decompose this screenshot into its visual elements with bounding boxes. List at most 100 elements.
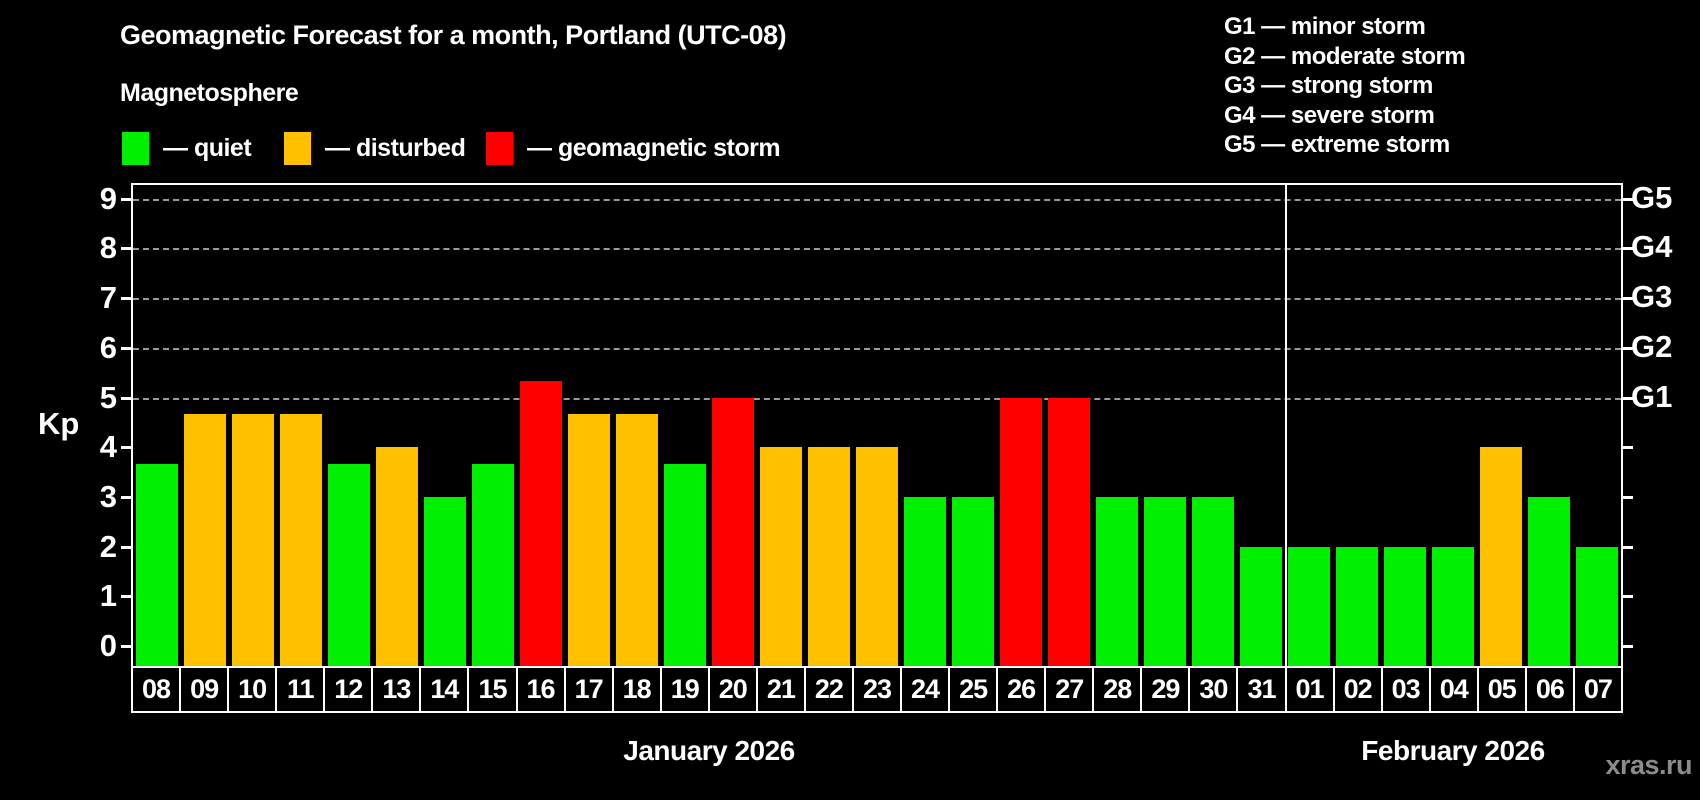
- g1-legend-line: G1 — minor storm: [1224, 13, 1426, 40]
- day-label-26: 26: [998, 668, 1047, 711]
- kp-bar-day-21: [760, 447, 802, 666]
- kp-bar-day-08: [136, 463, 178, 666]
- left-tick-kp7: [121, 297, 131, 301]
- kp-bar-day-03: [1384, 546, 1426, 666]
- g-tick-label-g1: G1: [1631, 378, 1673, 414]
- legend-quiet-label: — quiet: [163, 133, 252, 162]
- left-tick-kp4: [121, 446, 131, 450]
- kp-bar-day-06: [1528, 496, 1570, 666]
- right-tick-kp0: [1623, 645, 1633, 648]
- kp-bar-day-25: [952, 496, 994, 666]
- kp-bar-day-31: [1240, 546, 1282, 666]
- left-tick-kp6: [121, 346, 131, 350]
- g-tick-label-g2: G2: [1631, 328, 1673, 364]
- kp-bar-day-01: [1288, 546, 1330, 666]
- day-label-16: 16: [518, 668, 566, 711]
- day-label-22: 22: [806, 668, 854, 711]
- kp-bar-day-16: [520, 381, 562, 666]
- day-label-24: 24: [902, 668, 951, 711]
- g4-legend-line: G4 — severe storm: [1224, 101, 1435, 129]
- left-tick-kp2: [121, 545, 131, 549]
- g-tick-label-g4: G4: [1631, 229, 1673, 265]
- day-label-20: 20: [710, 668, 758, 711]
- day-label-23: 23: [854, 668, 902, 711]
- right-tick-kp6: [1623, 346, 1633, 350]
- y-tick-label-3: 3: [99, 478, 117, 514]
- y-tick-label-2: 2: [99, 528, 117, 564]
- right-tick-kp9: [1623, 197, 1633, 201]
- watermark: xras.ru: [1605, 750, 1692, 780]
- day-label-28: 28: [1094, 668, 1143, 711]
- right-tick-kp4: [1623, 446, 1633, 450]
- month-label-february: February 2026: [1361, 735, 1545, 766]
- kp-bar-day-15: [472, 463, 514, 666]
- gridline-kp5: [133, 397, 1621, 400]
- day-label-10: 10: [229, 668, 278, 711]
- legend-item-disturbed: — disturbed: [284, 131, 466, 165]
- day-label-08: 08: [133, 668, 182, 711]
- y-tick-label-5: 5: [99, 379, 117, 415]
- quiet-color-swatch: [122, 131, 149, 165]
- kp-bar-day-13: [376, 447, 418, 666]
- kp-bar-day-05: [1480, 447, 1522, 666]
- legend-item-quiet: — quiet: [122, 131, 252, 165]
- kp-bar-day-11: [280, 413, 322, 666]
- storm-color-swatch: [486, 131, 513, 165]
- left-tick-kp9: [121, 197, 131, 201]
- day-label-30: 30: [1190, 668, 1239, 711]
- right-tick-kp8: [1623, 247, 1633, 251]
- kp-bar-day-18: [616, 413, 658, 666]
- left-tick-kp1: [121, 595, 131, 599]
- day-label-17: 17: [566, 668, 614, 711]
- kp-bar-day-10: [232, 413, 274, 666]
- chart-subtitle: Magnetosphere: [120, 79, 299, 107]
- kp-bar-day-24: [904, 496, 946, 666]
- day-label-14: 14: [421, 668, 470, 711]
- month-label-january: January 2026: [623, 735, 795, 766]
- day-label-25: 25: [950, 668, 999, 711]
- gridline-kp7: [133, 298, 1621, 301]
- right-tick-kp5: [1623, 396, 1633, 400]
- y-tick-label-7: 7: [99, 280, 117, 316]
- day-label-31: 31: [1238, 668, 1287, 711]
- y-tick-label-0: 0: [99, 628, 117, 663]
- kp-bar-day-07: [1576, 546, 1618, 666]
- chart-title: Geomagnetic Forecast for a month, Portla…: [120, 20, 787, 50]
- right-tick-kp1: [1623, 595, 1633, 599]
- legend-item-storm: — geomagnetic storm: [486, 131, 781, 165]
- g-tick-label-g3: G3: [1631, 279, 1673, 315]
- g3-legend-line: G3 — strong storm: [1224, 72, 1433, 99]
- day-label-09: 09: [181, 668, 230, 711]
- month-separator-line: [1285, 185, 1287, 666]
- kp-bar-day-26: [1000, 397, 1042, 666]
- kp-bar-day-02: [1336, 546, 1378, 666]
- day-label-19: 19: [662, 668, 710, 711]
- kp-bar-day-14: [424, 496, 466, 666]
- kp-bar-day-19: [664, 463, 706, 666]
- y-tick-label-4: 4: [99, 429, 117, 465]
- g-scale-legend: G1 — minor storm G2 — moderate storm G3 …: [1224, 12, 1466, 160]
- kp-bar-day-22: [808, 447, 850, 666]
- y-tick-label-8: 8: [99, 230, 117, 266]
- plot-area: 0 1 2 3 4 5 6 7 8 9 G1 G2 G3 G4 G5: [100, 180, 1672, 668]
- day-label-03: 03: [1383, 668, 1431, 711]
- kp-bar-day-28: [1096, 496, 1138, 666]
- day-label-29: 29: [1142, 668, 1191, 711]
- kp-bar-day-04: [1432, 546, 1474, 666]
- g5-legend-line: G5 — extreme storm: [1224, 131, 1450, 158]
- kp-bar-day-12: [328, 463, 370, 666]
- kp-bar-day-30: [1192, 496, 1234, 666]
- day-label-05: 05: [1479, 668, 1527, 711]
- day-label-04: 04: [1431, 668, 1479, 711]
- legend-storm-label: — geomagnetic storm: [527, 133, 781, 162]
- day-label-21: 21: [758, 668, 806, 711]
- day-label-27: 27: [1046, 668, 1095, 711]
- right-tick-kp2: [1623, 545, 1633, 549]
- day-label-01: 01: [1287, 668, 1335, 711]
- day-label-06: 06: [1527, 668, 1575, 711]
- day-axis-row: 08 09 10 11 12 13 14 15 16 17 18 19 20 21 22 23 24 25 26 27…: [131, 666, 1623, 713]
- y-tick-label-9: 9: [99, 180, 117, 216]
- legend-disturbed-label: — disturbed: [325, 133, 466, 162]
- day-label-18: 18: [614, 668, 662, 711]
- day-label-02: 02: [1335, 668, 1383, 711]
